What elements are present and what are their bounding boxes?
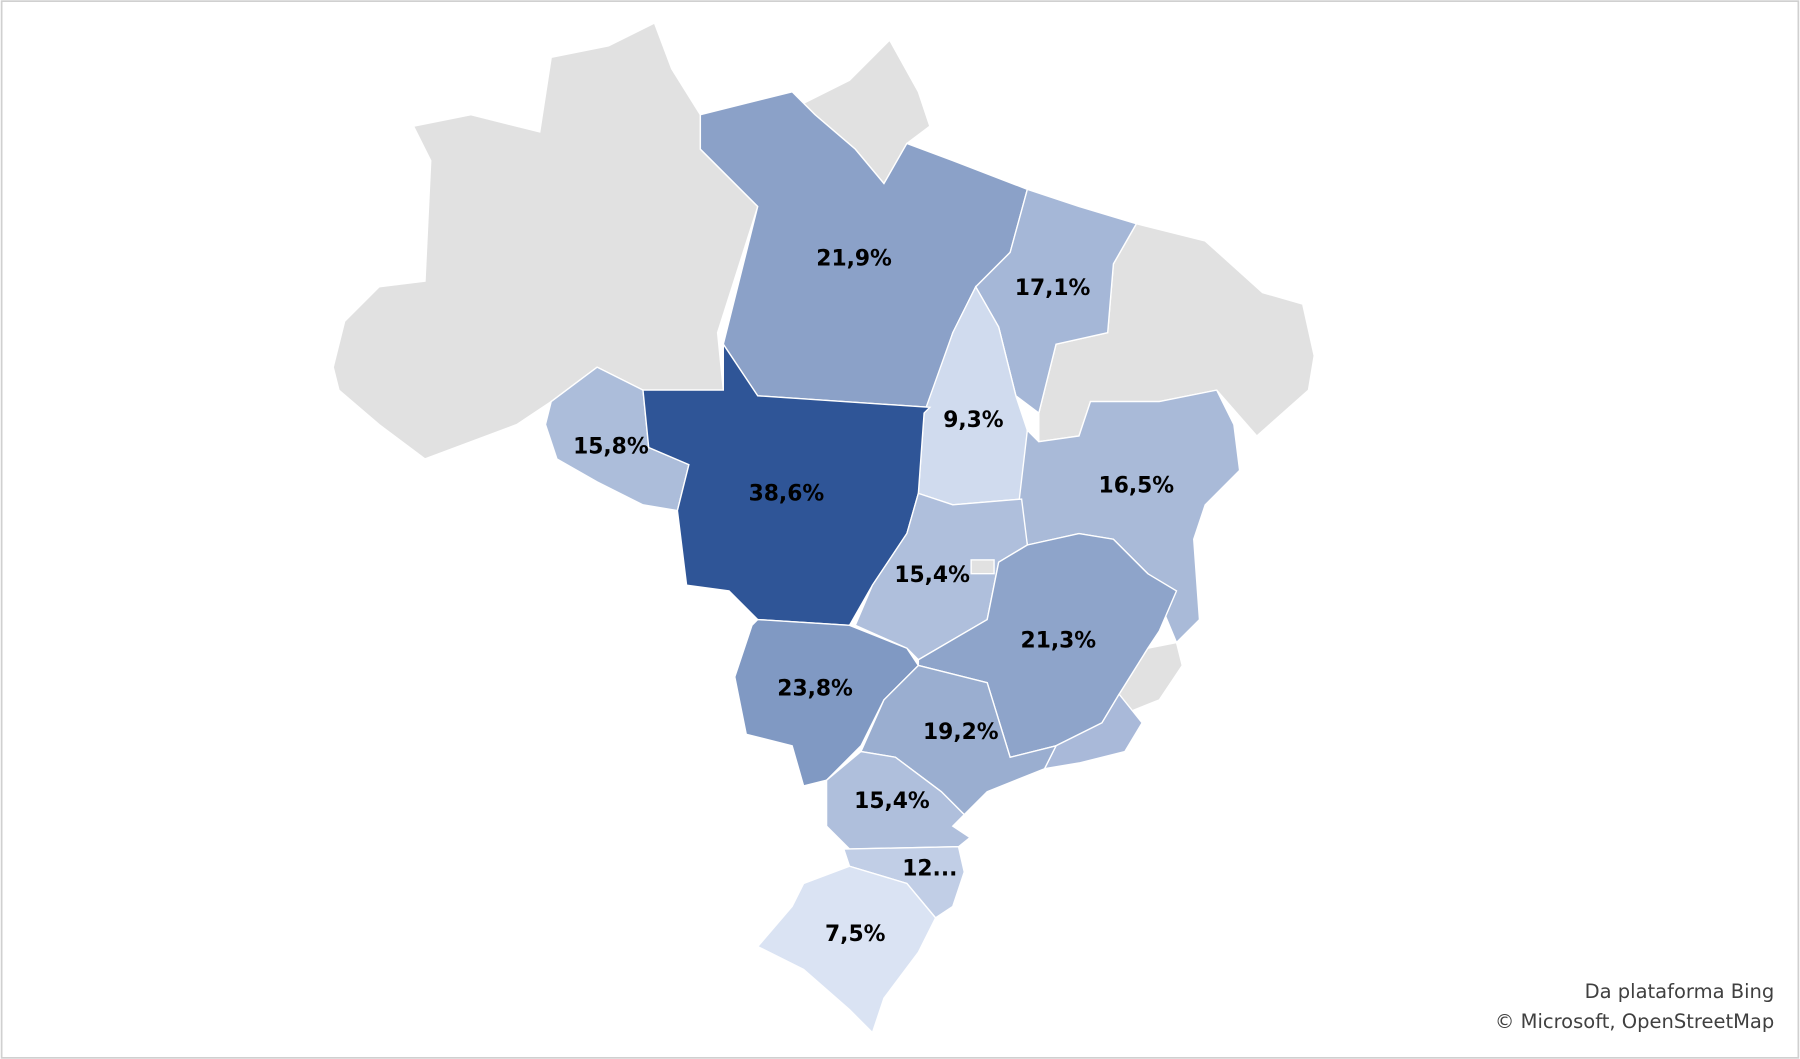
data-label: 15,4%: [894, 563, 970, 588]
data-label: 12...: [902, 857, 957, 882]
data-label: 7,5%: [825, 922, 886, 947]
attribution: Da plataforma Bing: [1585, 980, 1775, 1003]
attribution: © Microsoft, OpenStreetMap: [1495, 1010, 1774, 1033]
data-label: 16,5%: [1099, 473, 1175, 498]
data-label: 19,2%: [923, 720, 999, 745]
data-label: 21,9%: [816, 246, 892, 271]
data-label: 23,8%: [777, 677, 853, 702]
data-label: 38,6%: [749, 482, 825, 507]
region-no-label: [1043, 692, 1143, 770]
data-label: 21,3%: [1021, 628, 1097, 653]
data-label: 15,4%: [854, 789, 930, 814]
data-label: 15,8%: [573, 434, 649, 459]
data-label: 17,1%: [1015, 276, 1091, 301]
region: [756, 865, 937, 1034]
region: [825, 750, 972, 850]
region: [860, 664, 1058, 816]
data-label: 9,3%: [943, 408, 1004, 433]
region: [974, 188, 1138, 415]
region-no-data: [970, 559, 995, 575]
